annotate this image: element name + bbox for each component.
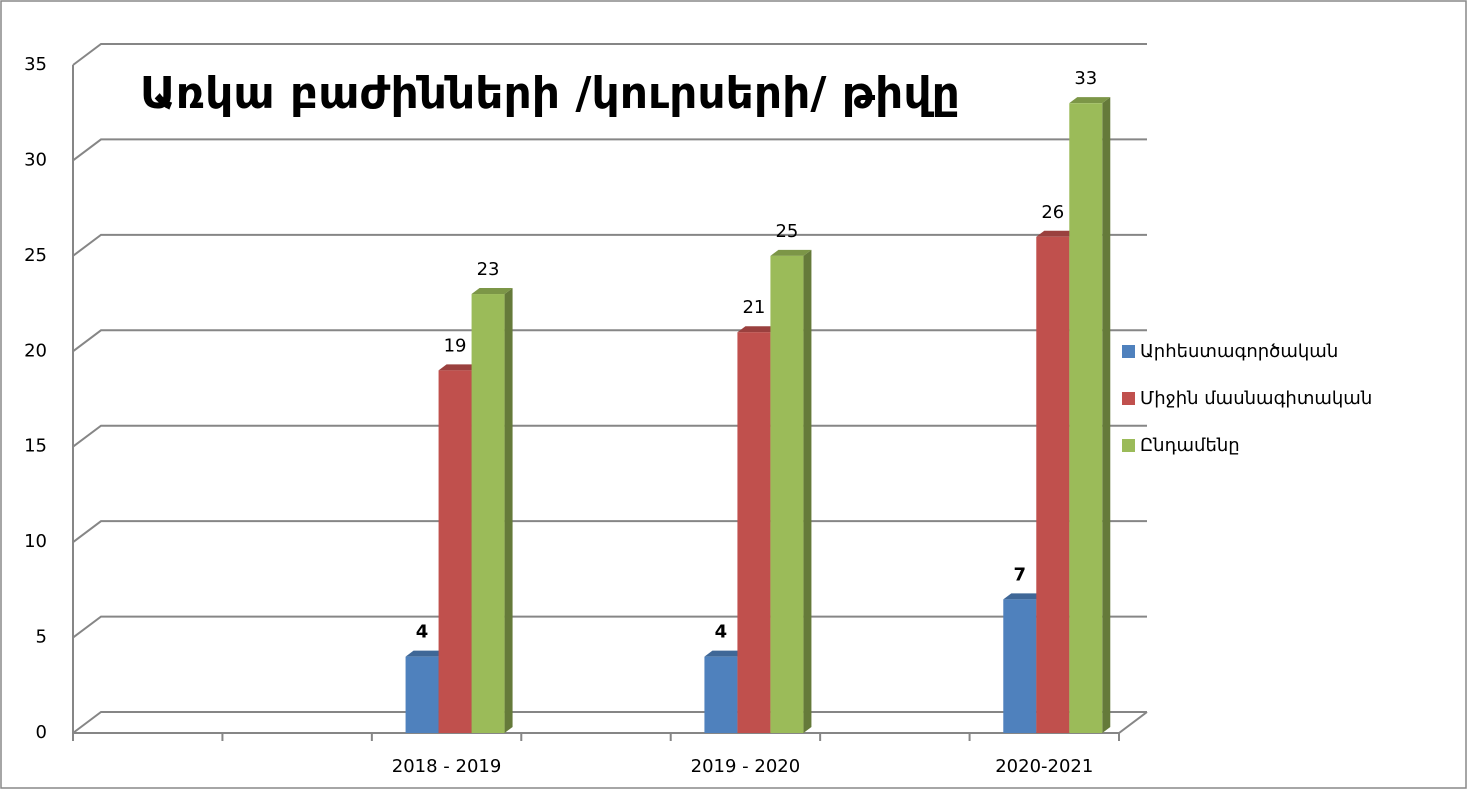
- data-label: 4: [416, 622, 429, 643]
- bar-top: [770, 249, 812, 256]
- legend-swatch: [1122, 439, 1135, 452]
- grid-line: [72, 43, 1147, 66]
- legend-label: Միջին մասնագիտական: [1140, 388, 1372, 409]
- bar-side: [504, 288, 513, 733]
- bar: [1069, 103, 1103, 733]
- bar: [770, 255, 804, 733]
- x-tick-label: 2018 - 2019: [392, 756, 502, 777]
- bar-top: [704, 650, 746, 657]
- data-label: 23: [477, 259, 500, 280]
- data-label: 21: [742, 297, 765, 318]
- legend-label: Արհեստագործական: [1140, 341, 1338, 362]
- bar-top: [1036, 230, 1078, 237]
- bar: [471, 294, 505, 733]
- y-tick-label: 15: [24, 436, 47, 457]
- data-label: 33: [1074, 68, 1097, 89]
- data-label: 7: [1014, 564, 1027, 585]
- bar-top: [405, 650, 447, 657]
- chart-title: Առկա բաժինների /կուրսերի/ թիվը: [140, 68, 960, 119]
- y-tick-label: 20: [24, 340, 47, 361]
- bar-top: [1003, 593, 1045, 600]
- legend-label: Ընդամենը: [1140, 435, 1240, 456]
- bar-side: [1102, 97, 1111, 733]
- data-label: 26: [1041, 202, 1064, 223]
- bar-top: [1069, 97, 1111, 104]
- grid-line: [72, 233, 1147, 257]
- bar: [1036, 236, 1070, 733]
- data-label: 4: [715, 622, 728, 643]
- bar-top: [737, 326, 779, 333]
- y-tick-label: 10: [24, 531, 47, 552]
- data-label: 25: [775, 221, 798, 242]
- x-tick-label: 2019 - 2020: [691, 756, 801, 777]
- bar: [1003, 599, 1037, 733]
- y-tick-label: 30: [24, 149, 47, 170]
- bar: [438, 370, 472, 733]
- grid-line: [72, 138, 1147, 162]
- bar: [405, 656, 439, 733]
- y-tick-label: 5: [36, 627, 47, 648]
- y-tick-label: 25: [24, 245, 47, 266]
- bar: [704, 656, 738, 733]
- data-label: 19: [444, 335, 467, 356]
- bar-top: [438, 364, 480, 371]
- y-tick-label: 35: [24, 54, 47, 75]
- bar-side: [803, 249, 812, 733]
- bar-top: [471, 288, 513, 295]
- legend-swatch: [1122, 392, 1135, 405]
- legend-swatch: [1122, 345, 1135, 358]
- x-tick-label: 2020-2021: [995, 756, 1093, 777]
- y-tick-label: 0: [36, 722, 47, 743]
- bar: [737, 332, 771, 733]
